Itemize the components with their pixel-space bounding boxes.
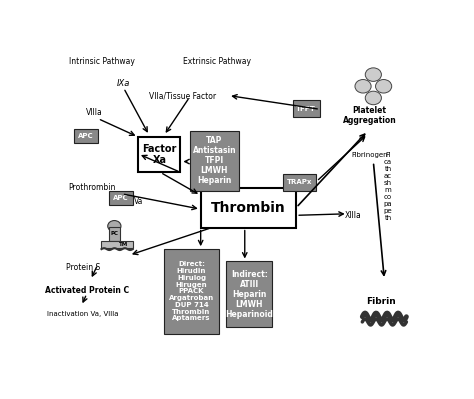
Text: Va: Va — [134, 197, 143, 206]
Text: TFPT: TFPT — [296, 106, 316, 112]
Text: Indirect:
ATIII
Heparin
LMWH
Heparinoid: Indirect: ATIII Heparin LMWH Heparinoid — [226, 270, 273, 319]
Circle shape — [375, 79, 392, 93]
FancyBboxPatch shape — [201, 188, 296, 227]
Circle shape — [365, 91, 382, 105]
Text: Direct:
Hirudin
Hirulog
Hirugen
PPACK
Argatroban
DUP 714
Thrombin
Aptamers: Direct: Hirudin Hirulog Hirugen PPACK Ar… — [169, 261, 214, 321]
Text: XIIIa: XIIIa — [345, 211, 362, 220]
Text: Thrombin: Thrombin — [211, 201, 286, 215]
FancyBboxPatch shape — [283, 174, 316, 191]
FancyBboxPatch shape — [190, 131, 239, 191]
FancyBboxPatch shape — [138, 137, 181, 172]
Text: Factor
Xa: Factor Xa — [142, 144, 176, 166]
Text: Fibrin: Fibrin — [366, 297, 396, 306]
Text: Protein S: Protein S — [66, 263, 100, 272]
Text: IXa: IXa — [117, 79, 130, 88]
Bar — [101, 241, 133, 247]
Text: Inactivation Va, VIIIa: Inactivation Va, VIIIa — [47, 311, 119, 317]
Text: Extrinsic Pathway: Extrinsic Pathway — [183, 57, 251, 66]
Text: PC: PC — [110, 231, 118, 236]
Circle shape — [365, 68, 382, 81]
Text: TAP
Antistasin
TFPI
LMWH
Heparin: TAP Antistasin TFPI LMWH Heparin — [192, 136, 236, 186]
Text: Platelet
Aggregation: Platelet Aggregation — [343, 106, 397, 125]
Circle shape — [108, 221, 121, 231]
Text: VIIa/Tissue Factor: VIIa/Tissue Factor — [149, 91, 216, 100]
Text: Prothrombin: Prothrombin — [69, 183, 116, 192]
Text: APC: APC — [78, 133, 94, 139]
FancyBboxPatch shape — [227, 261, 272, 328]
Circle shape — [355, 79, 371, 93]
Text: VIIIa: VIIIa — [86, 108, 102, 117]
Text: TM: TM — [119, 242, 128, 247]
Text: TRAPx: TRAPx — [287, 179, 312, 185]
Text: Fibrinogen: Fibrinogen — [351, 152, 388, 158]
Text: Intrinsic Pathway: Intrinsic Pathway — [69, 57, 135, 66]
FancyBboxPatch shape — [164, 249, 219, 334]
Text: APC: APC — [113, 195, 128, 201]
FancyBboxPatch shape — [74, 129, 98, 143]
Bar — [109, 227, 120, 241]
FancyBboxPatch shape — [292, 100, 320, 117]
Text: Activated Protein C: Activated Protein C — [45, 286, 129, 295]
Text: Fi
ca
th
ac
sh
m
co
pa
pe
th: Fi ca th ac sh m co pa pe th — [384, 152, 392, 221]
FancyBboxPatch shape — [109, 191, 133, 205]
